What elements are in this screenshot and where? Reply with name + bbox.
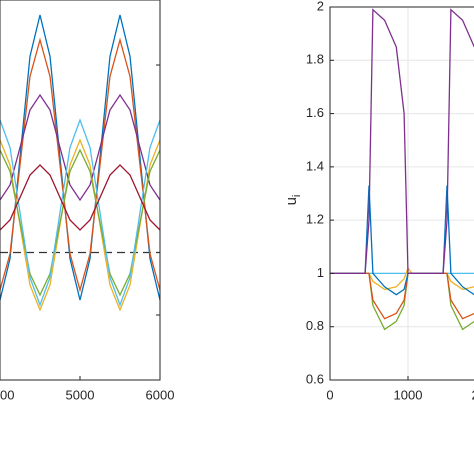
y-tick-label: 0.8	[306, 318, 324, 333]
x-tick-label: 4000	[0, 387, 14, 402]
y-tick-label: 1.6	[306, 105, 324, 120]
x-tick-label: 1000	[394, 387, 423, 402]
data-line	[330, 266, 474, 291]
y-tick-label: 1.8	[306, 52, 324, 67]
y-tick-label: 2	[317, 0, 324, 13]
data-line	[0, 148, 161, 297]
x-tick-label: 5000	[66, 387, 95, 402]
x-tick-label: 2000	[472, 387, 474, 402]
y-tick-label: 1.4	[306, 158, 324, 173]
y-tick-label: 1	[317, 265, 324, 280]
data-line	[0, 118, 161, 307]
data-line	[0, 37, 161, 293]
y-tick-label: 0.6	[306, 371, 324, 386]
x-tick-label: 0	[326, 387, 333, 402]
data-line	[0, 14, 161, 301]
x-tick-label: 6000	[146, 387, 175, 402]
data-line	[330, 8, 474, 275]
y-axis-label-main: u	[283, 197, 300, 205]
y-axis-label: ui	[283, 195, 303, 206]
data-line	[330, 185, 474, 296]
data-line	[330, 272, 474, 320]
data-line	[0, 164, 161, 231]
y-tick-label: 1.2	[306, 212, 324, 227]
data-line	[0, 138, 161, 312]
y-axis-label-subscript: i	[291, 195, 303, 197]
data-line	[0, 93, 161, 202]
axes-box	[329, 6, 474, 381]
